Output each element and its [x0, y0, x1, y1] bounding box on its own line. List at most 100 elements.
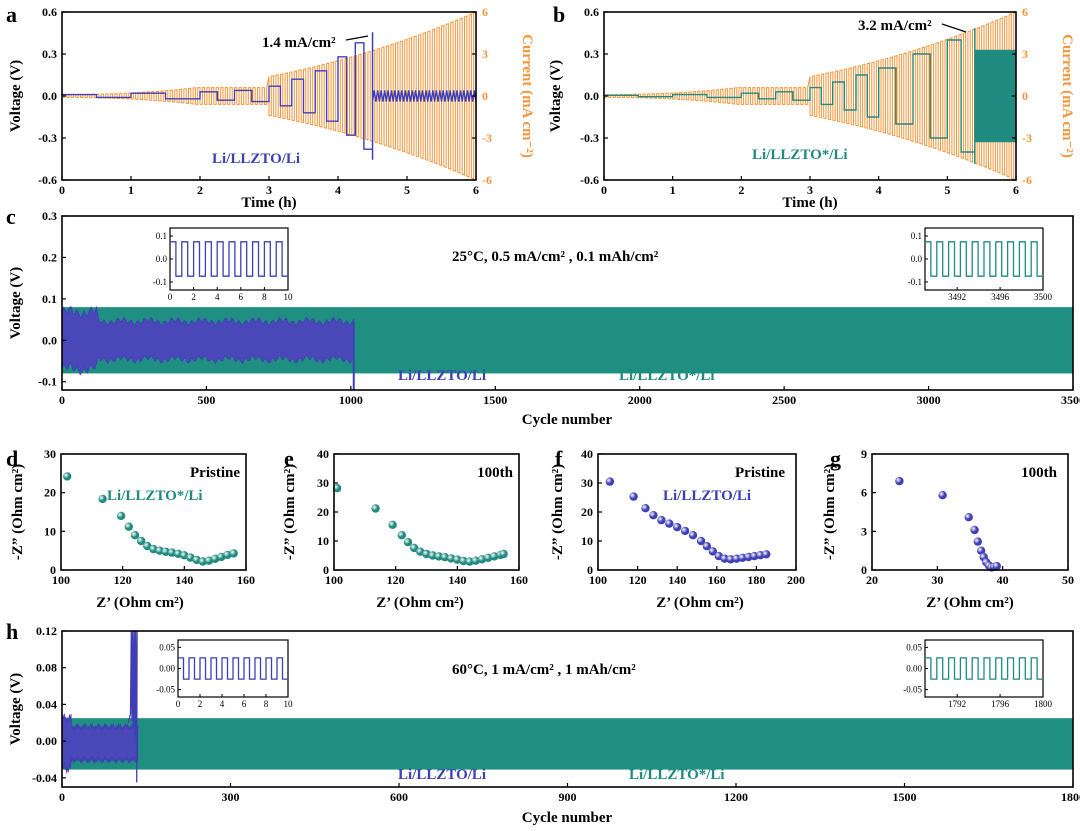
panel-a-y2-axis-label: Current (mA cm⁻²): [519, 34, 535, 158]
data-point: [973, 537, 982, 546]
data-point: [371, 504, 380, 513]
y-tick-label: 0.00: [36, 734, 57, 748]
x-tick-label: 5: [404, 183, 410, 197]
x-tick-label: 1: [128, 183, 134, 197]
inset-x-tick-label: 10: [284, 699, 294, 709]
panel-d-x-axis-label: Z’ (Ohm cm²): [96, 595, 184, 611]
y2-tick-label: 3: [1022, 47, 1028, 61]
x-tick-label: 100: [52, 573, 70, 587]
y-tick-label: 10: [581, 534, 593, 548]
data-point: [143, 541, 152, 551]
data-point: [410, 543, 419, 553]
panel-b-y-ticks: -0.6 -0.3 0.0 0.3 0.6: [580, 5, 608, 187]
y-tick-label: -0.3: [38, 131, 57, 145]
x-tick-label: 0: [601, 183, 607, 197]
inset-x-tick-label: 3492: [948, 292, 966, 302]
y2-tick-label: -6: [1022, 173, 1032, 187]
x-tick-label: 3000: [917, 393, 941, 407]
y-tick-label: 0.0: [42, 89, 57, 103]
panel-b: b 0 1 2 3 4 5 6 -0.6 -0.3 0.0 0.3 0.6 -6 -3 0 3 6 Time…: [548, 2, 1075, 211]
panel-a-annotation: 1.4 mA/cm²: [262, 35, 336, 51]
panel-b-annotation: 3.2 mA/cm²: [858, 18, 932, 34]
panel-f-plot-area: [605, 477, 771, 564]
x-tick-label: 160: [510, 573, 528, 587]
y-tick-label: 0.3: [42, 47, 57, 61]
panel-d-title: Pristine: [190, 465, 240, 481]
x-tick-label: 140: [448, 573, 466, 587]
data-point: [499, 549, 508, 559]
y-tick-label: 0: [861, 563, 867, 577]
panel-g-y-ticks: 0 3 6 9: [861, 447, 876, 577]
panel-g-title: 100th: [1021, 465, 1057, 481]
panel-f-title: Pristine: [735, 465, 785, 481]
y-tick-label: -0.6: [38, 173, 57, 187]
x-tick-label: 6: [473, 183, 479, 197]
y-tick-label: 30: [581, 476, 593, 490]
panel-b-x-axis-label: Time (h): [782, 195, 837, 211]
y-tick-label: 0: [587, 563, 593, 577]
inset-y-tick-label: 0.0: [911, 254, 923, 264]
y2-tick-label: 6: [1022, 5, 1028, 19]
x-tick-label: 3: [807, 183, 813, 197]
inset-x-tick-label: 4: [215, 292, 220, 302]
panel-b-y-axis-label: Voltage (V): [548, 60, 564, 132]
panel-d: d 100 120 140 160 0 10 20 30 Z’ (Ohm cm²) -Z” …: [6, 446, 255, 611]
data-point: [762, 550, 771, 559]
x-tick-label: 1500: [893, 790, 917, 804]
panel-e-plot-area: [332, 484, 508, 566]
x-tick-label: 140: [175, 573, 193, 587]
data-point: [332, 484, 342, 493]
panel-e-y-axis-label: -Z” (Ohm cm²): [282, 464, 298, 560]
panel-a-y-axis-label: Voltage (V): [8, 60, 24, 132]
inset-voltage-line: [925, 657, 1043, 680]
panel-d-frame: [60, 453, 247, 571]
inset-voltage-line: [178, 657, 288, 680]
panel-a-x-ticks: 0 1 2 3 4 5 6: [59, 176, 479, 197]
data-point: [137, 536, 146, 546]
x-tick-label: 100: [589, 573, 607, 587]
x-tick-label: 0: [59, 393, 65, 407]
y2-tick-label: 3: [482, 47, 488, 61]
panel-c: c 0500100015002000250030003500 -0.10.00.…: [6, 204, 1080, 428]
y2-tick-label: -3: [1022, 131, 1032, 145]
x-tick-label: 6: [1013, 183, 1019, 197]
data-point: [688, 531, 698, 540]
voltage-series-line: [603, 28, 1017, 164]
panel-c-label: c: [6, 204, 16, 229]
panel-g-x-axis-label: Z’ (Ohm cm²): [926, 595, 1014, 611]
data-point: [649, 511, 658, 520]
y-tick-label: 20: [317, 505, 329, 519]
x-tick-label: 2500: [772, 393, 796, 407]
inset-x-tick-label: 1792: [948, 699, 966, 709]
data-point: [938, 491, 947, 500]
panel-f-label: f: [555, 446, 563, 471]
y-tick-label: 10: [317, 534, 329, 548]
inset-x-tick-label: 8: [264, 699, 269, 709]
data-point: [657, 515, 666, 525]
x-tick-label: 0: [59, 790, 65, 804]
y-tick-label: 9: [861, 447, 867, 461]
y2-tick-label: -3: [482, 131, 492, 145]
x-tick-label: 40: [997, 573, 1009, 587]
x-tick-label: 120: [387, 573, 405, 587]
data-point: [964, 513, 973, 522]
y2-tick-label: 0: [482, 89, 488, 103]
blue-cycling-band: [61, 713, 139, 774]
inset-y-tick-label: -0.05: [156, 685, 175, 695]
inset-x-tick-label: 1800: [1034, 699, 1053, 709]
panel-f-y-ticks: 0 10 20 30 40: [581, 447, 602, 577]
data-point: [696, 536, 706, 546]
panel-b-y2-ticks: -6 -3 0 3 6: [1012, 5, 1032, 187]
x-tick-label: 50: [1062, 573, 1074, 587]
inset-y-tick-label: -0.05: [903, 685, 922, 695]
y-tick-label: 0.3: [42, 209, 57, 223]
y-tick-label: 40: [581, 447, 593, 461]
panel-h-legend-blue: Li/LLZTO/Li: [398, 767, 486, 783]
x-tick-label: 0: [59, 183, 65, 197]
panel-h-x-ticks: 0 300 600 900 1200 1500 1800: [59, 783, 1080, 804]
data-point: [229, 549, 238, 558]
inset-x-tick-label: 6: [239, 292, 244, 302]
data-point: [397, 531, 406, 540]
y-tick-label: -0.3: [580, 131, 599, 145]
panel-h-x-axis-label: Cycle number: [522, 810, 613, 826]
